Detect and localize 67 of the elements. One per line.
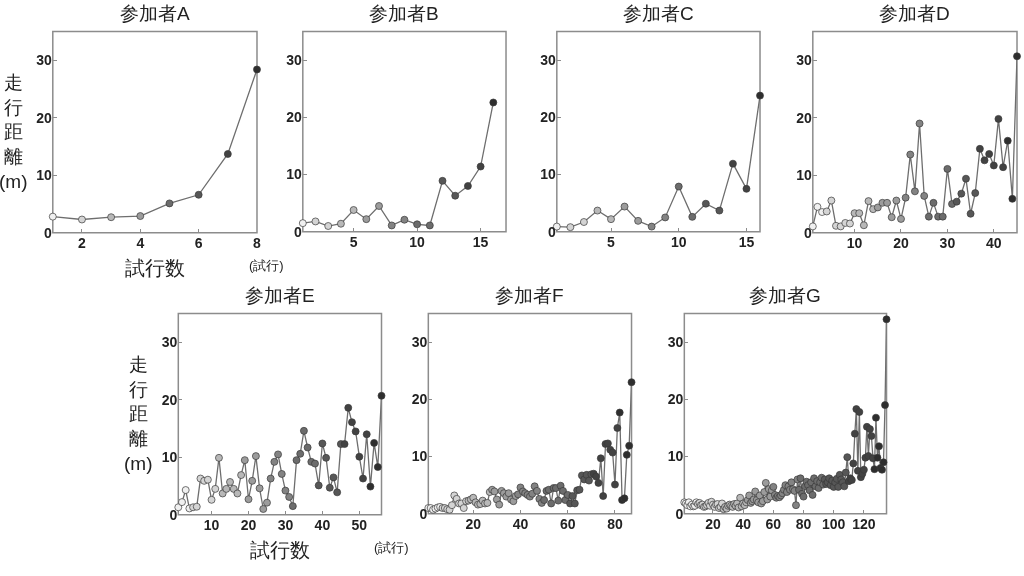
text: (試行): [249, 258, 284, 273]
x-tick-label: 50: [351, 516, 368, 533]
chart-title: 参加者F: [495, 285, 564, 306]
x-tick-label: 60: [765, 515, 782, 532]
y-tick-label: 0: [44, 224, 52, 241]
chart-title: 参加者B: [369, 3, 439, 24]
y-tick-label: 10: [796, 167, 813, 184]
x-tick-label: 80: [607, 515, 623, 532]
text: (試行): [374, 540, 409, 555]
y-tick-label: 10: [667, 448, 684, 465]
y-tick-label: 20: [667, 391, 684, 408]
chart-title: 参加者A: [120, 3, 190, 24]
x-tick-label: 20: [240, 516, 257, 533]
y-tick-label: 30: [540, 52, 557, 69]
x-axis-title: 試行数: [250, 539, 310, 561]
x-tick-label: 5: [607, 233, 616, 250]
y-tick-label: 30: [796, 52, 813, 69]
x-tick-label: 20: [705, 515, 721, 532]
y-tick-label: 0: [169, 506, 178, 523]
chart-title: 参加者G: [749, 285, 821, 306]
x-tick-label: 30: [939, 234, 956, 251]
y-tick-label: 20: [36, 109, 52, 126]
x-tick-label: 100: [822, 515, 846, 532]
x-tick-label: 60: [559, 515, 576, 532]
chart-title: 参加者E: [245, 285, 315, 306]
chart-title: 参加者D: [879, 3, 950, 24]
y-tick-label: 20: [161, 391, 178, 408]
y-tick-label: 0: [675, 505, 684, 522]
y-tick-label: 10: [161, 449, 178, 466]
x-tick-label: 6: [194, 234, 203, 251]
y-axis-title: 走行距離(m): [124, 354, 153, 474]
y-tick-label: 0: [419, 505, 428, 522]
x-tick-label: 120: [852, 515, 876, 532]
y-tick-label: 0: [294, 223, 303, 240]
x-tick-label: 8: [253, 234, 262, 251]
y-tick-label: 30: [667, 334, 684, 351]
x-tick-label: 40: [314, 516, 331, 533]
y-tick-label: 20: [286, 109, 303, 126]
x-tick-label: 10: [846, 234, 863, 251]
y-tick-label: 0: [804, 224, 813, 241]
x-tick-label: 5: [349, 233, 358, 250]
y-tick-label: 10: [540, 166, 557, 183]
x-axis-title: 試行数: [125, 257, 185, 279]
y-tick-label: 0: [548, 223, 557, 240]
x-tick-label: 10: [203, 516, 220, 533]
x-tick-label: 2: [78, 234, 87, 251]
y-tick-label: 30: [36, 52, 52, 69]
x-tick-label: 40: [986, 234, 1002, 251]
y-tick-label: 30: [286, 52, 303, 69]
y-axis-title: 走行距離(m): [0, 72, 28, 192]
y-tick-label: 30: [411, 334, 428, 351]
y-tick-label: 10: [36, 167, 52, 184]
x-tick-label: 20: [465, 515, 482, 532]
x-tick-label: 15: [738, 233, 755, 250]
x-tick-label: 20: [893, 234, 909, 251]
x-tick-label: 40: [512, 515, 529, 532]
x-tick-label: 15: [472, 233, 489, 250]
x-tick-label: 4: [136, 234, 145, 251]
y-tick-label: 10: [286, 166, 303, 183]
x-tick-label: 80: [795, 515, 812, 532]
y-tick-label: 30: [161, 334, 178, 351]
y-tick-label: 10: [411, 448, 428, 465]
chart-title: 参加者C: [623, 3, 694, 24]
y-tick-label: 20: [411, 391, 428, 408]
y-tick-label: 20: [540, 109, 557, 126]
x-tick-label: 40: [735, 515, 752, 532]
y-tick-label: 20: [796, 109, 813, 126]
